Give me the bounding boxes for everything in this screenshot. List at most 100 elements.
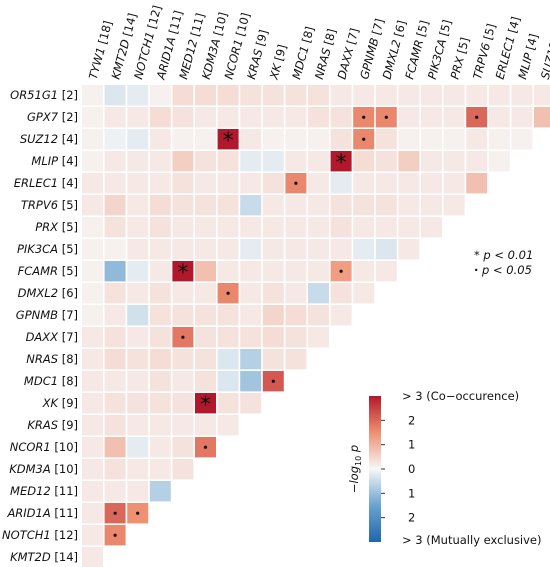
heatmap-cell	[195, 129, 216, 150]
heatmap-cell	[308, 217, 329, 238]
heatmap-cell	[104, 349, 126, 370]
heatmap-cell	[308, 173, 329, 194]
heatmap-cell	[375, 195, 397, 216]
heatmap-cell	[217, 415, 239, 436]
heatmap-cells	[82, 85, 550, 567]
heatmap-cell	[375, 217, 397, 238]
heatmap-cell	[104, 327, 126, 348]
heatmap-cell	[330, 283, 352, 304]
heatmap-cell	[262, 305, 284, 326]
heatmap-cell	[149, 239, 171, 260]
row-label: PIK3CA [5]	[17, 242, 78, 256]
heatmap-cell	[104, 85, 126, 106]
heatmap-cell	[104, 283, 126, 304]
heatmap-cell	[149, 151, 171, 172]
row-label: MDC1 [8]	[24, 374, 78, 388]
significance-star: *	[223, 129, 234, 154]
heatmap-cell	[398, 107, 420, 128]
heatmap-cell	[104, 393, 126, 414]
heatmap-cell	[195, 151, 216, 172]
heatmap-cell	[127, 459, 149, 480]
heatmap-cell	[443, 151, 465, 172]
heatmap-cell	[104, 481, 126, 502]
heatmap-cell	[195, 107, 216, 128]
colorbar: 2 1 0 1 2 > 3 (Co−occurence) > 3 (Mutually e…	[347, 389, 542, 547]
heatmap-cell	[104, 217, 126, 238]
heatmap-cell	[172, 349, 194, 370]
heatmap-cell	[149, 481, 171, 502]
heatmap-cell	[127, 305, 149, 326]
heatmap-cell	[104, 129, 126, 150]
row-label: TRPV6 [5]	[21, 198, 78, 212]
heatmap-cell	[262, 129, 284, 150]
heatmap-cell	[375, 261, 397, 282]
row-label: ARID1A [11]	[6, 506, 78, 520]
heatmap-cell	[511, 85, 533, 106]
colorbar-ticks: 2 1 0 1 2	[381, 413, 415, 525]
heatmap-cell	[285, 151, 307, 172]
heatmap-cell	[195, 371, 216, 392]
heatmap-cell	[82, 459, 103, 480]
heatmap-cell	[149, 217, 171, 238]
heatmap-cell	[217, 261, 239, 282]
heatmap-cell	[421, 107, 442, 128]
heatmap-cell	[262, 151, 284, 172]
heatmap-cell	[466, 173, 488, 194]
heatmap-cell	[534, 85, 550, 106]
heatmap-cell	[421, 151, 442, 172]
heatmap-cell	[240, 283, 262, 304]
heatmap-cell	[240, 393, 262, 414]
heatmap-cell	[488, 107, 510, 128]
heatmap-cell	[195, 173, 216, 194]
row-label: GPNMB [7]	[16, 308, 78, 322]
heatmap-cell	[104, 151, 126, 172]
heatmap-cell	[421, 217, 442, 238]
heatmap-cell	[353, 173, 375, 194]
heatmap-cell	[488, 151, 510, 172]
colorbar-tick-label: 0	[408, 462, 415, 476]
heatmap-cell	[285, 283, 307, 304]
heatmap-cell	[217, 151, 239, 172]
column-label: XK [9]	[266, 43, 289, 82]
heatmap-cell	[82, 415, 103, 436]
heatmap-cell	[127, 217, 149, 238]
heatmap-cell	[127, 195, 149, 216]
colorbar-gradient	[369, 396, 381, 542]
heatmap-cell	[398, 173, 420, 194]
heatmap-cell	[195, 283, 216, 304]
heatmap-cell	[353, 195, 375, 216]
heatmap-cell	[149, 371, 171, 392]
heatmap-cell	[127, 129, 149, 150]
heatmap-cell	[127, 85, 149, 106]
heatmap-cell	[82, 437, 103, 458]
heatmap-cell	[172, 173, 194, 194]
heatmap-cell	[262, 261, 284, 282]
heatmap-cell	[398, 151, 420, 172]
heatmap-cell	[443, 195, 465, 216]
heatmap-cell	[511, 107, 533, 128]
heatmap-cell	[308, 129, 329, 150]
colorbar-title: −log10 p	[347, 445, 363, 493]
heatmap-cell	[240, 261, 262, 282]
heatmap-cell	[149, 327, 171, 348]
heatmap-cell	[127, 107, 149, 128]
heatmap-cell	[82, 239, 103, 260]
heatmap-cell	[240, 85, 262, 106]
column-label: SUZ12 [4]	[538, 21, 550, 81]
heatmap-cell	[308, 85, 329, 106]
heatmap-cell	[262, 217, 284, 238]
heatmap-cell	[262, 349, 284, 370]
heatmap-cell	[330, 305, 352, 326]
heatmap-cell	[195, 195, 216, 216]
heatmap-cell	[127, 327, 149, 348]
heatmap-cell	[104, 261, 126, 282]
heatmap-cell	[398, 195, 420, 216]
heatmap-cell	[217, 129, 239, 150]
heatmap-cell	[82, 217, 103, 238]
heatmap-cell	[149, 261, 171, 282]
heatmap-cell	[285, 261, 307, 282]
heatmap-cell	[240, 327, 262, 348]
heatmap-cell	[262, 85, 284, 106]
heatmap-cell	[149, 107, 171, 128]
